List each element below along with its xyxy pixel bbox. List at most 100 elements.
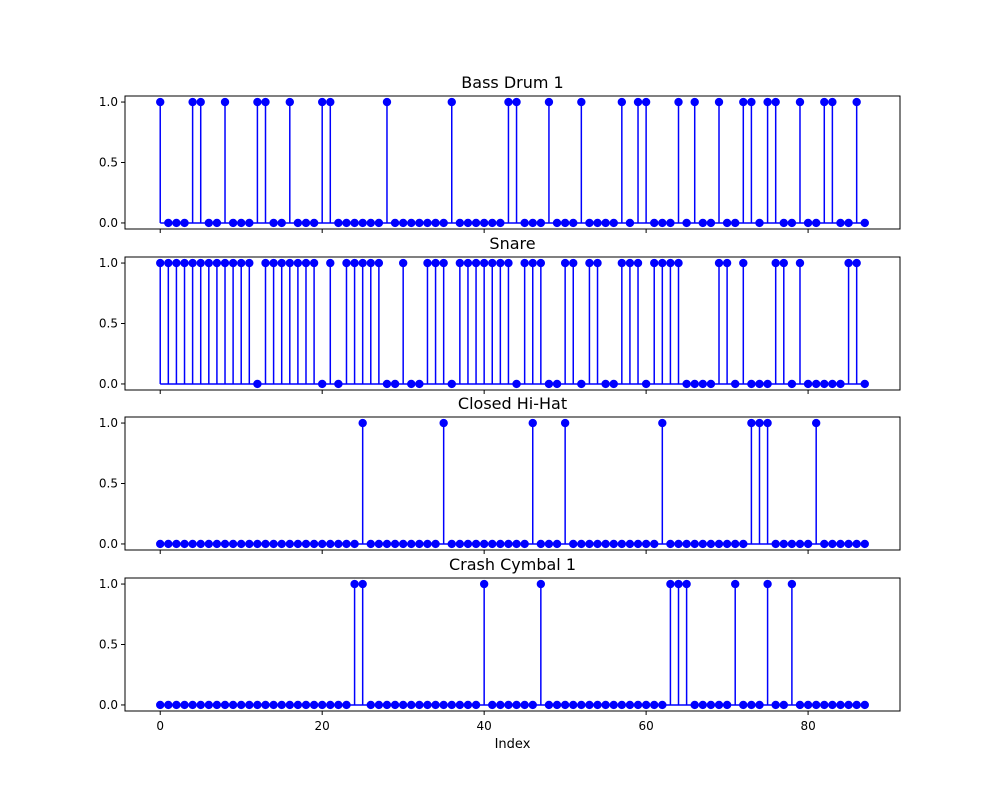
- point-2-2: [172, 258, 181, 268]
- point-1-6: [204, 218, 214, 228]
- point-1-82: [820, 97, 829, 107]
- x-axis-label: Index: [495, 737, 531, 752]
- point-4-68: [706, 700, 716, 710]
- point-4-62: [658, 700, 667, 710]
- x-tick-label-3: 40: [477, 719, 492, 733]
- point-2-80: [803, 379, 813, 389]
- point-2-87: [860, 379, 869, 389]
- point-1-47: [536, 218, 546, 228]
- point-2-73: [747, 379, 756, 389]
- point-2-55: [601, 379, 610, 389]
- panel-title-3: Closed Hi-Hat: [458, 394, 567, 413]
- point-2-0: [156, 258, 165, 268]
- x-tick-label-5: 80: [800, 719, 815, 733]
- point-4-64: [674, 579, 683, 589]
- point-3-67: [698, 539, 708, 549]
- point-2-38: [463, 258, 473, 268]
- point-2-10: [237, 258, 246, 268]
- point-2-45: [520, 258, 529, 268]
- point-4-39: [471, 700, 481, 710]
- point-2-12: [253, 379, 262, 389]
- point-3-9: [228, 539, 238, 549]
- point-4-32: [415, 700, 424, 710]
- point-1-39: [471, 218, 481, 228]
- point-1-13: [261, 97, 270, 107]
- panel-3: Closed Hi-Hat 0.0 0.5 1.0: [99, 394, 901, 554]
- point-2-63: [666, 258, 675, 268]
- point-4-59: [633, 700, 643, 710]
- point-1-10: [237, 218, 246, 228]
- point-3-26: [366, 539, 375, 549]
- point-2-14: [269, 258, 278, 268]
- point-3-70: [722, 539, 732, 549]
- point-2-76: [771, 258, 780, 268]
- point-1-70: [722, 218, 732, 228]
- point-4-76: [771, 700, 780, 710]
- point-2-27: [374, 258, 384, 268]
- point-4-8: [220, 700, 230, 710]
- point-4-75: [763, 579, 772, 589]
- point-4-55: [601, 700, 610, 710]
- point-4-46: [528, 700, 537, 710]
- point-3-86: [852, 539, 861, 549]
- point-1-77: [779, 218, 788, 228]
- point-3-31: [407, 539, 416, 549]
- point-3-40: [479, 539, 489, 549]
- point-1-2: [172, 218, 181, 228]
- point-4-10: [237, 700, 246, 710]
- point-4-77: [779, 700, 788, 710]
- point-1-57: [617, 97, 627, 107]
- point-4-4: [188, 700, 197, 710]
- y-tick-label-4-3: 1.0: [99, 577, 118, 591]
- point-1-29: [390, 218, 400, 228]
- point-3-59: [633, 539, 643, 549]
- point-1-71: [731, 218, 740, 228]
- point-3-44: [512, 539, 521, 549]
- point-2-20: [317, 379, 327, 389]
- point-1-68: [706, 218, 716, 228]
- point-1-7: [212, 218, 222, 228]
- point-3-28: [382, 539, 392, 549]
- point-3-13: [261, 539, 270, 549]
- point-2-65: [682, 379, 691, 389]
- point-3-72: [739, 539, 748, 549]
- point-4-28: [382, 700, 392, 710]
- point-4-29: [390, 700, 400, 710]
- point-3-82: [820, 539, 829, 549]
- point-3-14: [269, 539, 278, 549]
- point-4-35: [439, 700, 448, 710]
- point-2-81: [811, 379, 821, 389]
- point-2-51: [569, 258, 578, 268]
- point-3-81: [811, 418, 821, 428]
- point-3-43: [504, 539, 513, 549]
- point-1-5: [196, 97, 205, 107]
- point-3-85: [844, 539, 853, 549]
- point-3-48: [544, 539, 554, 549]
- point-2-59: [633, 258, 643, 268]
- point-4-71: [731, 579, 740, 589]
- point-4-0: [156, 700, 165, 710]
- point-3-64: [674, 539, 683, 549]
- point-4-38: [463, 700, 473, 710]
- point-1-12: [253, 97, 262, 107]
- point-3-39: [471, 539, 481, 549]
- point-3-16: [285, 539, 294, 549]
- point-2-6: [204, 258, 214, 268]
- point-4-52: [577, 700, 586, 710]
- x-tick-label-4: 60: [638, 719, 653, 733]
- point-1-27: [374, 218, 384, 228]
- point-4-34: [431, 700, 440, 710]
- point-4-61: [650, 700, 659, 710]
- point-4-11: [245, 700, 254, 710]
- point-4-63: [666, 579, 675, 589]
- point-2-25: [358, 258, 367, 268]
- point-2-79: [795, 258, 805, 268]
- point-1-43: [504, 97, 513, 107]
- point-1-34: [431, 218, 440, 228]
- point-2-48: [544, 379, 554, 389]
- point-3-56: [609, 539, 618, 549]
- x-tick-label-2: 20: [315, 719, 330, 733]
- point-3-63: [666, 539, 675, 549]
- point-4-80: [803, 700, 813, 710]
- point-3-61: [650, 539, 659, 549]
